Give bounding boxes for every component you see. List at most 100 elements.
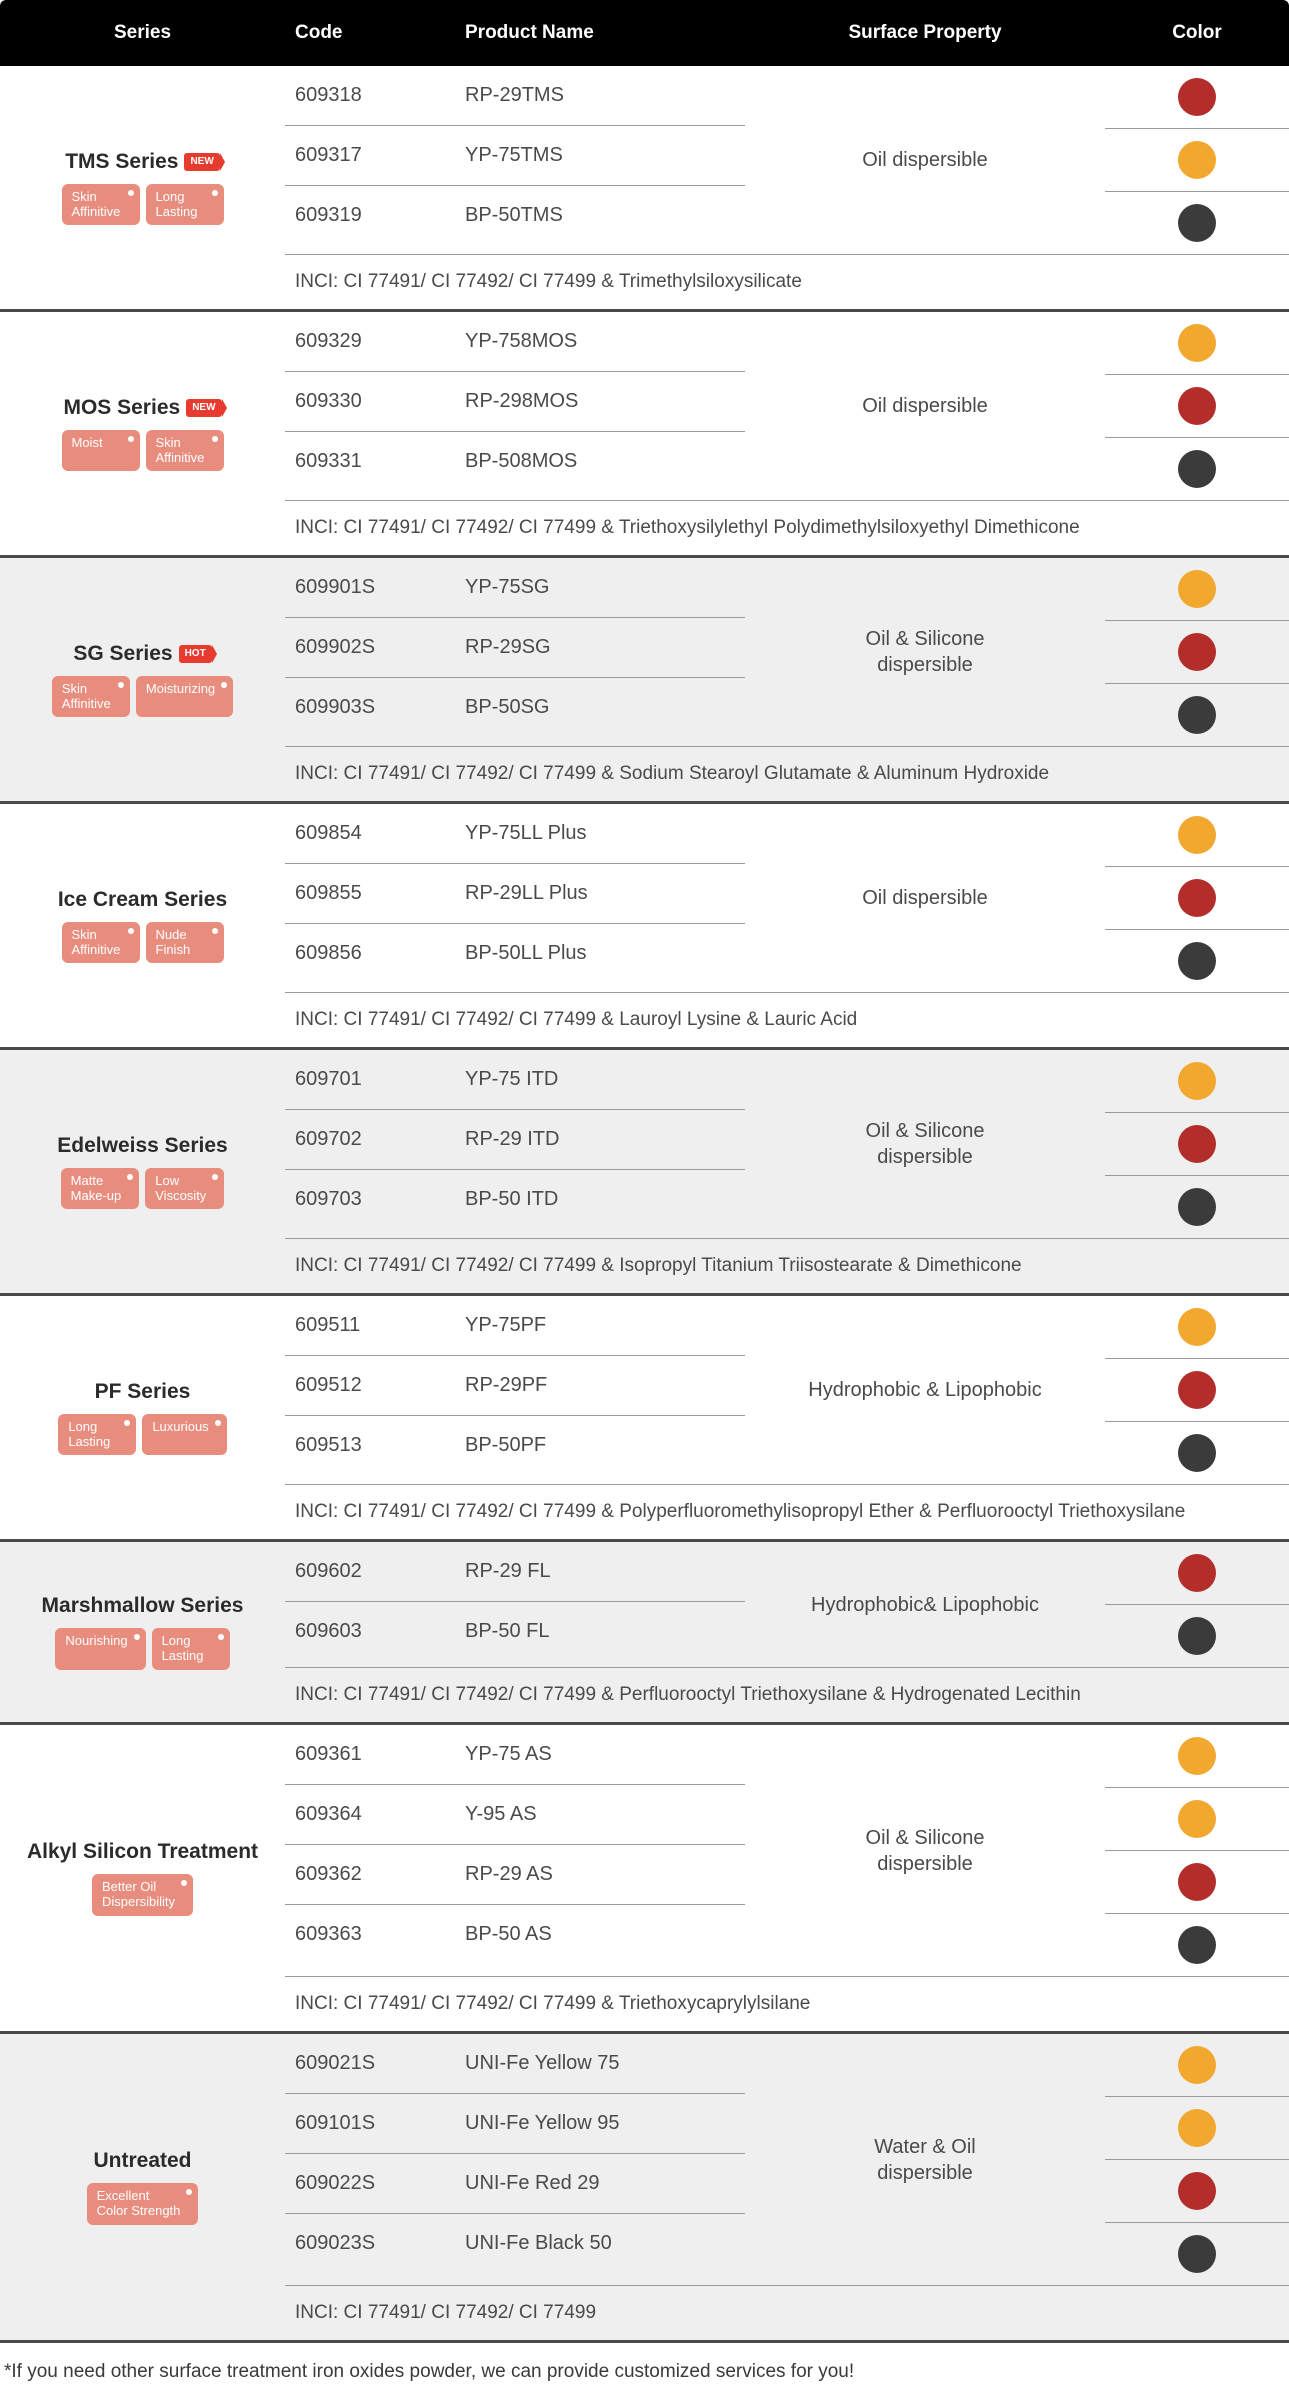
- product-list: 609021S UNI-Fe Yellow 75 609101S UNI-Fe …: [285, 2034, 745, 2285]
- product-name: RP-29SG: [455, 618, 745, 678]
- product-body: 609021S UNI-Fe Yellow 75 609101S UNI-Fe …: [285, 2034, 1289, 2285]
- product-code: 609331: [285, 432, 455, 491]
- product-row: 609854 YP-75LL Plus: [285, 804, 745, 864]
- series-title: Untreated: [93, 2149, 191, 2173]
- series-cell: Marshmallow Series NourishingLongLasting: [0, 1542, 285, 1722]
- product-name: YP-75SG: [455, 558, 745, 618]
- product-table: Series Code Product Name Surface Propert…: [0, 0, 1289, 2401]
- rows-cell: 609318 RP-29TMS 609317 YP-75TMS 609319 B…: [285, 66, 1289, 309]
- color-stack: [1105, 1296, 1289, 1484]
- rows-cell: 609854 YP-75LL Plus 609855 RP-29LL Plus …: [285, 804, 1289, 1047]
- color-cell: [1105, 930, 1289, 992]
- product-name: BP-50 AS: [455, 1905, 745, 1964]
- inci-row: INCI: CI 77491/ CI 77492/ CI 77499 & Pol…: [285, 1484, 1289, 1539]
- series-block: Untreated ExcellentColor Strength 609021…: [0, 2034, 1289, 2343]
- header-color: Color: [1105, 22, 1289, 44]
- series-tag: NudeFinish: [146, 922, 224, 964]
- surface-cell: Oil dispersible: [745, 804, 1105, 992]
- product-code: 609701: [285, 1050, 455, 1110]
- surface-text: Oil dispersible: [862, 147, 988, 173]
- product-name: BP-50PF: [455, 1416, 745, 1475]
- surface-text: Hydrophobic & Lipophobic: [808, 1377, 1042, 1403]
- series-flag: NEW: [184, 153, 219, 171]
- color-stack: [1105, 1725, 1289, 1976]
- surface-text: Oil & Siliconedispersible: [866, 626, 985, 678]
- color-swatch: [1178, 879, 1216, 917]
- inci-row: INCI: CI 77491/ CI 77492/ CI 77499 & Tri…: [285, 254, 1289, 309]
- product-name: BP-508MOS: [455, 432, 745, 491]
- color-swatch: [1178, 324, 1216, 362]
- product-body: 609854 YP-75LL Plus 609855 RP-29LL Plus …: [285, 804, 1289, 992]
- color-swatch: [1178, 816, 1216, 854]
- table-header: Series Code Product Name Surface Propert…: [0, 0, 1289, 66]
- product-code: 609363: [285, 1905, 455, 1964]
- color-cell: [1105, 1605, 1289, 1667]
- product-name: RP-29 FL: [455, 1542, 745, 1602]
- product-code: 609856: [285, 924, 455, 983]
- surface-cell: Oil & Siliconedispersible: [745, 1725, 1105, 1976]
- color-cell: [1105, 2034, 1289, 2097]
- product-name: YP-75 AS: [455, 1725, 745, 1785]
- color-stack: [1105, 1542, 1289, 1667]
- product-name: UNI-Fe Black 50: [455, 2214, 745, 2273]
- color-swatch: [1178, 450, 1216, 488]
- product-list: 609329 YP-758MOS 609330 RP-298MOS 609331…: [285, 312, 745, 500]
- product-code: 609702: [285, 1110, 455, 1170]
- color-cell: [1105, 375, 1289, 438]
- color-cell: [1105, 1422, 1289, 1484]
- series-tags: MatteMake-upLowViscosity: [61, 1168, 225, 1210]
- product-list: 609701 YP-75 ITD 609702 RP-29 ITD 609703…: [285, 1050, 745, 1238]
- series-block: Alkyl Silicon Treatment Better OilDisper…: [0, 1725, 1289, 2034]
- series-title: Ice Cream Series: [58, 888, 227, 912]
- product-name: RP-29LL Plus: [455, 864, 745, 924]
- series-tag: LongLasting: [152, 1628, 230, 1670]
- surface-cell: Hydrophobic& Lipophobic: [745, 1542, 1105, 1667]
- right-body: Oil & Siliconedispersible: [745, 1725, 1289, 1976]
- product-name: BP-50LL Plus: [455, 924, 745, 983]
- product-row: 609330 RP-298MOS: [285, 372, 745, 432]
- color-swatch: [1178, 1617, 1216, 1655]
- product-code: 609362: [285, 1845, 455, 1905]
- series-title: PF Series: [95, 1380, 191, 1404]
- rows-cell: 609901S YP-75SG 609902S RP-29SG 609903S …: [285, 558, 1289, 801]
- color-cell: [1105, 192, 1289, 254]
- product-list: 609901S YP-75SG 609902S RP-29SG 609903S …: [285, 558, 745, 746]
- product-body: 609329 YP-758MOS 609330 RP-298MOS 609331…: [285, 312, 1289, 500]
- color-cell: [1105, 684, 1289, 746]
- color-cell: [1105, 867, 1289, 930]
- product-row: 609511 YP-75PF: [285, 1296, 745, 1356]
- series-block: Edelweiss Series MatteMake-upLowViscosit…: [0, 1050, 1289, 1296]
- product-name: Y-95 AS: [455, 1785, 745, 1845]
- series-tags: SkinAffinitiveNudeFinish: [62, 922, 224, 964]
- surface-text: Oil & Siliconedispersible: [866, 1825, 985, 1877]
- series-tags: SkinAffinitiveLongLasting: [62, 184, 224, 226]
- product-name: BP-50TMS: [455, 186, 745, 245]
- product-code: 609512: [285, 1356, 455, 1416]
- product-row: 609318 RP-29TMS: [285, 66, 745, 126]
- color-swatch: [1178, 78, 1216, 116]
- header-code: Code: [285, 22, 455, 44]
- product-row: 609363 BP-50 AS: [285, 1905, 745, 1964]
- right-body: Oil dispersible: [745, 66, 1289, 254]
- series-flag: NEW: [186, 399, 221, 417]
- product-body: 609511 YP-75PF 609512 RP-29PF 609513 BP-…: [285, 1296, 1289, 1484]
- product-row: 609902S RP-29SG: [285, 618, 745, 678]
- series-title-text: Untreated: [93, 2149, 191, 2173]
- color-cell: [1105, 558, 1289, 621]
- right-body: Oil dispersible: [745, 804, 1289, 992]
- color-swatch: [1178, 387, 1216, 425]
- series-title: Edelweiss Series: [57, 1134, 227, 1158]
- product-row: 609331 BP-508MOS: [285, 432, 745, 491]
- series-title-text: PF Series: [95, 1380, 191, 1404]
- product-row: 609856 BP-50LL Plus: [285, 924, 745, 983]
- product-name: YP-758MOS: [455, 312, 745, 372]
- surface-cell: Hydrophobic & Lipophobic: [745, 1296, 1105, 1484]
- series-cell: Alkyl Silicon Treatment Better OilDisper…: [0, 1725, 285, 2031]
- product-code: 609330: [285, 372, 455, 432]
- series-block: Ice Cream Series SkinAffinitiveNudeFinis…: [0, 804, 1289, 1050]
- product-code: 609603: [285, 1602, 455, 1661]
- product-list: 609318 RP-29TMS 609317 YP-75TMS 609319 B…: [285, 66, 745, 254]
- color-stack: [1105, 804, 1289, 992]
- series-cell: SG Series HOT SkinAffinitiveMoisturizing: [0, 558, 285, 801]
- product-body: 609701 YP-75 ITD 609702 RP-29 ITD 609703…: [285, 1050, 1289, 1238]
